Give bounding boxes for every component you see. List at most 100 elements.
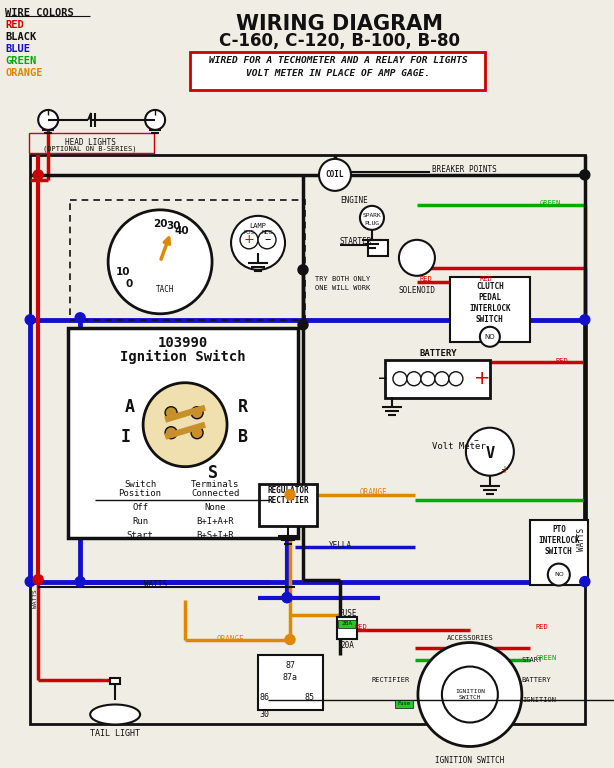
Text: ORANGE: ORANGE (5, 68, 43, 78)
Text: WIRE COLORS: WIRE COLORS (5, 8, 74, 18)
Circle shape (25, 577, 35, 587)
Text: V: V (485, 446, 494, 462)
Text: B: B (238, 428, 248, 445)
Text: Ignition Switch: Ignition Switch (120, 349, 246, 364)
Bar (337, 617, 357, 638)
Text: IGNITION
SWITCH: IGNITION SWITCH (455, 689, 485, 700)
Text: WIRING DIAGRAM: WIRING DIAGRAM (236, 14, 443, 34)
Text: RED: RED (355, 624, 368, 630)
Circle shape (435, 372, 449, 386)
Circle shape (143, 382, 227, 467)
Text: B+S+I+R: B+S+I+R (196, 531, 234, 540)
Text: GREEN: GREEN (536, 654, 557, 660)
Text: RECTIFIER: RECTIFIER (371, 677, 410, 683)
Text: INTERLOCK: INTERLOCK (469, 304, 511, 313)
Circle shape (25, 315, 35, 325)
Text: RED: RED (480, 276, 492, 282)
Text: –: – (473, 435, 478, 445)
Bar (338, 620, 356, 627)
Text: YELLA: YELLA (328, 541, 352, 550)
Text: 86: 86 (259, 693, 269, 701)
Text: GREEN: GREEN (5, 56, 36, 66)
Text: Position: Position (119, 488, 161, 498)
Bar (30, 155, 585, 724)
Text: I: I (120, 428, 130, 445)
Text: ORANGE: ORANGE (216, 634, 244, 644)
Text: PEDAL: PEDAL (478, 293, 502, 302)
Text: Volt Meter: Volt Meter (432, 442, 486, 451)
Text: 0: 0 (125, 279, 133, 289)
Circle shape (442, 667, 498, 723)
Text: 30: 30 (259, 710, 269, 719)
Text: VOLT METER IN PLACE OF AMP GAGE.: VOLT METER IN PLACE OF AMP GAGE. (246, 69, 430, 78)
Text: WATTS: WATTS (33, 590, 37, 608)
Text: NEG: NEG (261, 230, 273, 235)
Text: NO: NO (554, 572, 564, 577)
Text: COIL: COIL (326, 170, 344, 180)
Text: TAIL LIGHT: TAIL LIGHT (90, 730, 140, 739)
Text: 40: 40 (174, 226, 189, 236)
Text: Fuse: Fuse (397, 701, 410, 706)
Text: BATTERY: BATTERY (522, 677, 551, 683)
Text: R: R (238, 398, 248, 415)
Circle shape (33, 170, 43, 180)
Bar (258, 654, 323, 710)
Text: IGNITION SWITCH: IGNITION SWITCH (435, 756, 505, 766)
Circle shape (548, 564, 570, 585)
Circle shape (449, 372, 463, 386)
Text: (OPTIONAL ON B-SERIES): (OPTIONAL ON B-SERIES) (44, 146, 137, 152)
Circle shape (258, 231, 276, 249)
Text: +: + (500, 465, 508, 475)
Circle shape (108, 210, 212, 314)
Circle shape (165, 407, 177, 419)
Ellipse shape (90, 704, 140, 724)
Text: BLACK: BLACK (5, 32, 36, 42)
Text: IGNITION: IGNITION (522, 697, 556, 703)
Text: SPARK: SPARK (363, 214, 381, 218)
Text: 20: 20 (153, 219, 168, 229)
Text: NO: NO (484, 334, 495, 339)
Circle shape (285, 490, 295, 500)
Text: Run: Run (132, 517, 148, 525)
Circle shape (298, 319, 308, 329)
Circle shape (231, 216, 285, 270)
Circle shape (466, 428, 514, 475)
Text: RED: RED (536, 624, 548, 630)
Text: FUSE: FUSE (338, 608, 356, 617)
Text: B+I+A+R: B+I+A+R (196, 517, 234, 525)
Circle shape (580, 577, 590, 587)
Text: SWITCH: SWITCH (545, 547, 573, 555)
Text: Switch: Switch (124, 480, 156, 488)
Circle shape (282, 593, 292, 603)
Text: 87: 87 (285, 660, 295, 670)
Text: 10: 10 (116, 266, 131, 276)
Text: –: – (378, 369, 388, 389)
Circle shape (580, 170, 590, 180)
Circle shape (145, 110, 165, 130)
Text: WIRED FOR A TECHOMETER AND A RELAY FOR LIGHTS: WIRED FOR A TECHOMETER AND A RELAY FOR L… (209, 56, 467, 65)
Bar (190, 52, 485, 90)
Text: +: + (244, 233, 254, 247)
Bar (68, 328, 298, 538)
Text: RED: RED (5, 20, 24, 30)
Circle shape (75, 577, 85, 587)
Circle shape (407, 372, 421, 386)
Text: Off: Off (132, 502, 148, 511)
Text: WATTS: WATTS (577, 528, 586, 551)
Bar (385, 359, 490, 398)
Text: BATTERY: BATTERY (419, 349, 457, 358)
Text: Connected: Connected (191, 488, 239, 498)
Text: HEAD LIGHTS: HEAD LIGHTS (64, 138, 115, 147)
Text: None: None (204, 502, 226, 511)
Text: INTERLOCK: INTERLOCK (538, 535, 580, 545)
Text: GREEN: GREEN (540, 200, 561, 206)
Circle shape (75, 313, 85, 323)
Text: +: + (473, 369, 490, 389)
Text: Start: Start (126, 531, 154, 540)
Circle shape (418, 643, 522, 746)
Circle shape (421, 372, 435, 386)
Text: POS: POS (244, 230, 255, 235)
Circle shape (33, 574, 43, 584)
Text: Terminals: Terminals (191, 480, 239, 488)
Text: 85: 85 (305, 693, 315, 701)
